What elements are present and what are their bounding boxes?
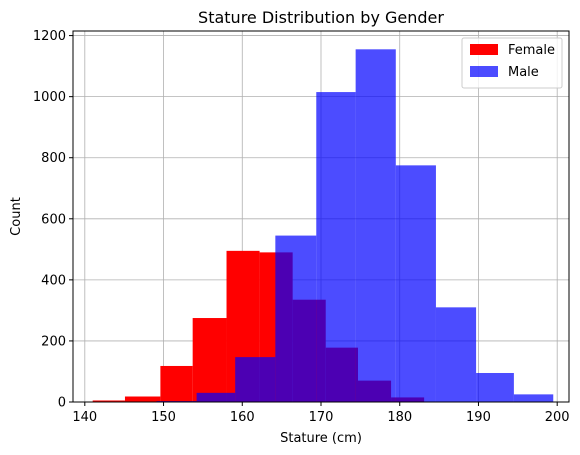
y-tick-label: 400 <box>41 273 66 288</box>
bar-male <box>435 307 477 402</box>
x-tick-label: 170 <box>309 410 334 425</box>
y-tick-label: 1000 <box>33 90 66 105</box>
bar-male <box>513 394 554 402</box>
bar-male <box>196 392 236 402</box>
x-tick-label: 200 <box>545 410 570 425</box>
chart-legend: Female Male <box>461 37 563 89</box>
bar-male <box>476 372 514 402</box>
x-tick-label: 190 <box>466 410 491 425</box>
y-tick-label: 600 <box>41 212 66 227</box>
x-tick-label: 150 <box>151 410 176 425</box>
chart-title: Stature Distribution by Gender <box>198 8 444 27</box>
x-tick-label: 160 <box>230 410 255 425</box>
y-axis-label: Count <box>9 197 24 236</box>
bar-male <box>395 165 436 402</box>
bar-male <box>235 357 276 402</box>
x-axis-label: Stature (cm) <box>280 431 362 446</box>
axis-ticks: 140 150 160 170 180 190 200 0 200 400 600 800 1000 12… <box>33 29 570 425</box>
bar-male <box>355 49 396 403</box>
x-tick-label: 180 <box>387 410 412 425</box>
legend-swatch-female <box>470 44 498 55</box>
bar-female <box>192 318 227 402</box>
bar-female <box>124 396 161 402</box>
legend-label-female: Female <box>508 43 555 58</box>
y-tick-label: 1200 <box>33 29 66 44</box>
bar-female <box>160 365 193 402</box>
y-tick-label: 800 <box>41 151 66 166</box>
histogram-bars <box>92 49 554 403</box>
x-tick-label: 140 <box>72 410 97 425</box>
y-tick-label: 0 <box>58 396 66 411</box>
legend-swatch-male <box>470 66 498 77</box>
y-tick-label: 200 <box>41 334 66 349</box>
legend-label-male: Male <box>508 65 539 80</box>
bar-male <box>316 92 356 403</box>
bar-female <box>92 400 125 402</box>
bar-male <box>275 235 317 402</box>
